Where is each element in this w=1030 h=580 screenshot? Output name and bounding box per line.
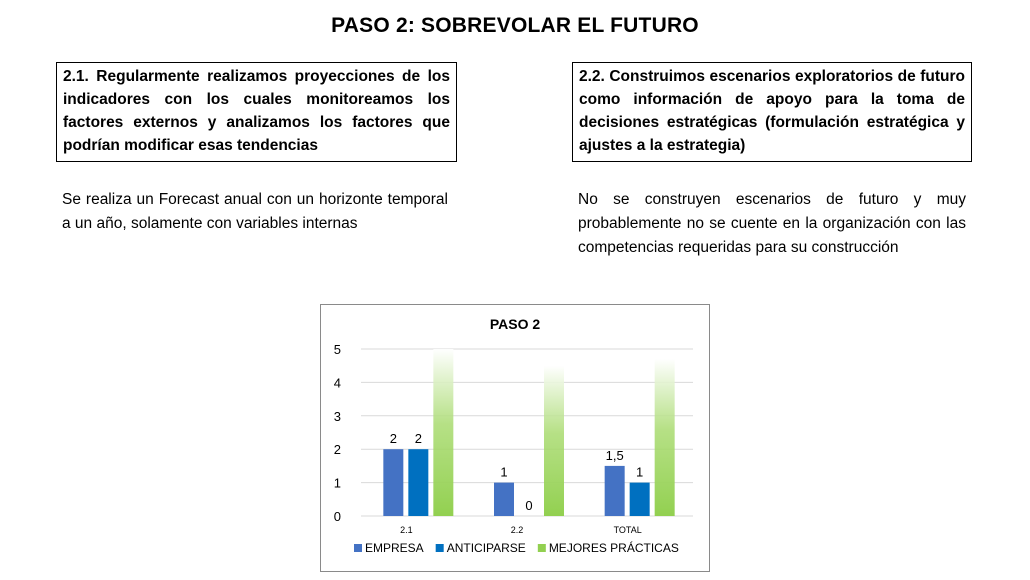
answer-2-1-text: Se realiza un Forecast anual con un hori… [62,191,448,232]
chart-title: PASO 2 [490,316,541,332]
x-axis-categories: 2.1 2.2 TOTAL [400,525,642,535]
legend: EMPRESA ANTICIPARSE MEJORES PRÁCTICAS [354,540,679,555]
x-category-label: 2.2 [511,525,524,535]
page-title: PASO 2: SOBREVOLAR EL FUTURO [331,14,699,37]
legend-entry: EMPRESA [365,541,424,555]
legend-swatch [537,544,546,552]
bar-empresa-2-2 [494,482,514,516]
y-tick-label: 4 [334,375,341,390]
chart-frame: PASO 2 0 1 2 3 4 5 2 2 1 0 1,5 1 2.1 2.2 TOTAL EMPRE… [320,304,710,572]
question-2-2-box: 2.2. Construimos escenarios exploratorio… [572,62,972,162]
bar-mejores-pr-cticas-2-1 [433,349,454,516]
data-label: 2 [415,431,422,446]
bar-chart: PASO 2 0 1 2 3 4 5 2 2 1 0 1,5 1 2.1 2.2 TOTAL EMPRE… [334,316,693,555]
question-2-1-box: 2.1. Regularmente realizamos proyeccione… [56,62,457,162]
data-labels-layer: 2 2 1 0 1,5 1 [390,431,644,513]
legend-entry: ANTICIPARSE [447,541,526,555]
legend-swatch [435,544,444,552]
bar-anticiparse-total [629,482,650,516]
legend-entry: MEJORES PRÁCTICAS [549,540,679,555]
bar-empresa-total [604,465,625,516]
bar-anticiparse-2-1 [408,449,429,516]
data-label: 1 [636,465,643,480]
bar-mejores-pr-cticas-total [654,359,675,516]
y-tick-label: 2 [334,442,341,457]
data-label: 0 [525,498,532,513]
x-category-label: 2.1 [400,525,413,535]
data-label: 1,5 [606,448,624,463]
answer-2-2-text: No se construyen escenarios de futuro y … [578,191,966,256]
data-label: 2 [390,431,397,446]
bar-mejores-pr-cticas-2-2 [544,365,564,516]
y-tick-label: 0 [334,509,341,524]
legend-swatch [354,544,362,552]
x-category-label: TOTAL [614,525,642,535]
y-tick-label: 3 [334,409,341,424]
y-tick-label: 1 [334,476,341,491]
bar-empresa-2-1 [383,449,404,516]
bars-layer [383,349,675,516]
y-axis-ticks: 0 1 2 3 4 5 [334,342,341,524]
y-tick-label: 5 [334,342,341,357]
data-label: 1 [500,465,507,480]
